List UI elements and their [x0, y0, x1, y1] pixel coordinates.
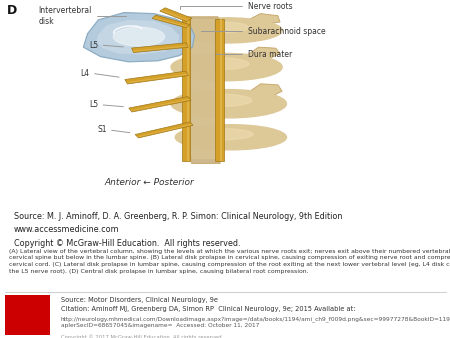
- Text: Copyright © 2017 McGraw-Hill Education. All rights reserved: Copyright © 2017 McGraw-Hill Education. …: [61, 334, 221, 338]
- Text: Subarachnoid space: Subarachnoid space: [201, 27, 325, 36]
- Polygon shape: [215, 19, 224, 161]
- Polygon shape: [83, 13, 194, 62]
- Polygon shape: [248, 14, 280, 24]
- Polygon shape: [125, 71, 189, 84]
- Text: Citation: Aminoff MJ, Greenberg DA, Simon RP  Clinical Neurology, 9e; 2015 Avail: Citation: Aminoff MJ, Greenberg DA, Simo…: [61, 306, 355, 312]
- Polygon shape: [153, 17, 188, 27]
- Text: L5: L5: [89, 100, 98, 109]
- Ellipse shape: [171, 53, 282, 81]
- Text: Nerve roots: Nerve roots: [180, 2, 292, 11]
- Polygon shape: [161, 10, 189, 21]
- Ellipse shape: [171, 90, 286, 118]
- Ellipse shape: [183, 94, 252, 107]
- Polygon shape: [189, 19, 218, 159]
- Text: Hill: Hill: [20, 318, 34, 324]
- Text: Anterior ← Posterior: Anterior ← Posterior: [105, 178, 194, 187]
- Polygon shape: [182, 19, 190, 161]
- Polygon shape: [131, 43, 188, 52]
- Polygon shape: [220, 19, 222, 161]
- Ellipse shape: [176, 125, 287, 150]
- Ellipse shape: [113, 27, 165, 46]
- Polygon shape: [160, 8, 192, 22]
- Text: Mc: Mc: [21, 299, 33, 306]
- Polygon shape: [187, 19, 189, 161]
- Polygon shape: [133, 46, 188, 52]
- Text: Source: M. J. Aminoff, D. A. Greenberg, R. P. Simon: Clinical Neurology, 9th Edi: Source: M. J. Aminoff, D. A. Greenberg, …: [14, 212, 342, 220]
- Ellipse shape: [186, 128, 253, 140]
- Polygon shape: [248, 47, 280, 60]
- Ellipse shape: [182, 22, 249, 33]
- Text: http://neurology.mhmedical.com/Downloadimage.aspx?image=/data/books/1194/ami_ch9: http://neurology.mhmedical.com/Downloadi…: [61, 316, 450, 328]
- Text: www.accessmedicine.com: www.accessmedicine.com: [14, 225, 119, 234]
- Polygon shape: [129, 97, 191, 112]
- Text: Education: Education: [14, 328, 40, 333]
- Polygon shape: [126, 74, 188, 83]
- Ellipse shape: [171, 18, 282, 43]
- Text: Source: Motor Disorders, Clinical Neurology, 9e: Source: Motor Disorders, Clinical Neurol…: [61, 297, 218, 303]
- Text: L4: L4: [81, 69, 90, 78]
- Text: Dura mater: Dura mater: [216, 50, 292, 59]
- Text: S1: S1: [97, 125, 107, 135]
- Polygon shape: [250, 84, 282, 97]
- Ellipse shape: [182, 58, 249, 70]
- Polygon shape: [135, 122, 193, 138]
- Polygon shape: [96, 20, 180, 54]
- Text: L5: L5: [89, 41, 98, 50]
- Polygon shape: [185, 17, 220, 164]
- Text: D: D: [6, 4, 17, 17]
- Text: Intervertebral
disk: Intervertebral disk: [39, 6, 126, 26]
- Text: (A) Lateral view of the vertebral column, showing the levels at which the variou: (A) Lateral view of the vertebral column…: [9, 249, 450, 274]
- Polygon shape: [137, 124, 193, 137]
- FancyBboxPatch shape: [4, 295, 50, 335]
- Polygon shape: [152, 15, 190, 28]
- Text: Copyright © McGraw-Hill Education.  All rights reserved.: Copyright © McGraw-Hill Education. All r…: [14, 239, 240, 248]
- Polygon shape: [130, 99, 190, 111]
- Text: Graw: Graw: [16, 309, 38, 315]
